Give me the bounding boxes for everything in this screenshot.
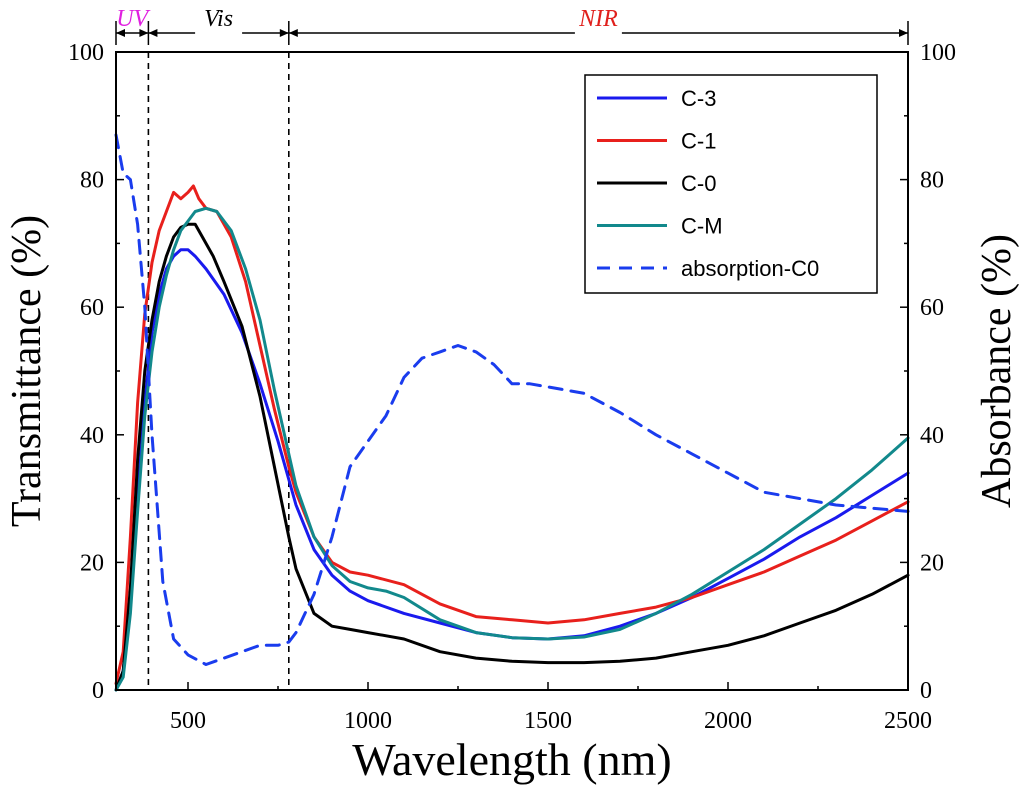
legend-label: absorption-C0 [681,256,819,281]
y2-tick-label: 0 [920,678,932,704]
y2-tick-label: 20 [920,550,944,576]
region-label-nir: NIR [578,6,618,32]
region-arrowhead [116,29,125,37]
x-tick-label: 2000 [704,708,752,734]
y-tick-label: 20 [80,550,104,576]
series-lines [114,133,910,692]
x-tick-label: 1000 [344,708,392,734]
series-line-c-m [114,206,910,692]
x-tick-label: 500 [170,708,206,734]
region-band: UV Vis NIR [115,6,909,45]
region-boundary-lines [147,52,290,690]
region-arrowhead [288,29,298,37]
x-tick-label: 2500 [884,708,932,734]
region-arrowhead [139,29,149,37]
y2-tick-label: 60 [920,295,944,321]
legend: C-3 C-1 C-0 C-M absorption-C0 [584,74,878,294]
legend-label: C-1 [681,129,716,154]
y-tick-label: 60 [80,295,104,321]
y-tick-label: 40 [80,423,104,449]
y-axis-title: Transmittance (%) [4,215,50,527]
legend-label: C-M [681,214,723,239]
region-arrowhead [899,29,908,37]
region-label-uv: UV [116,6,150,32]
y-tick-label: 100 [68,40,104,66]
series-line-absorption-c0 [114,133,910,666]
y-tick-label: 80 [80,168,104,194]
region-label-vis: Vis [204,6,233,32]
y2-tick-label: 80 [920,168,944,194]
x-tick-label: 1500 [524,708,572,734]
y2-tick-label: 40 [920,423,944,449]
y-tick-label: 0 [92,678,104,704]
legend-label: C-3 [681,86,716,111]
series-line-c-0 [114,222,910,692]
series-line-c-3 [114,248,910,692]
x-axis-title: Wavelength (nm) [352,734,671,785]
y2-axis-title: Absorbance (%) [974,234,1020,508]
legend-label: C-0 [681,171,716,196]
y2-tick-label: 100 [920,40,956,66]
axis-ticks: 500 1000 1500 2000 2500 0 0 20 20 40 40 60 60 80 80 100… [68,40,956,734]
region-arrowhead [148,29,158,37]
region-arrowhead [279,29,289,37]
